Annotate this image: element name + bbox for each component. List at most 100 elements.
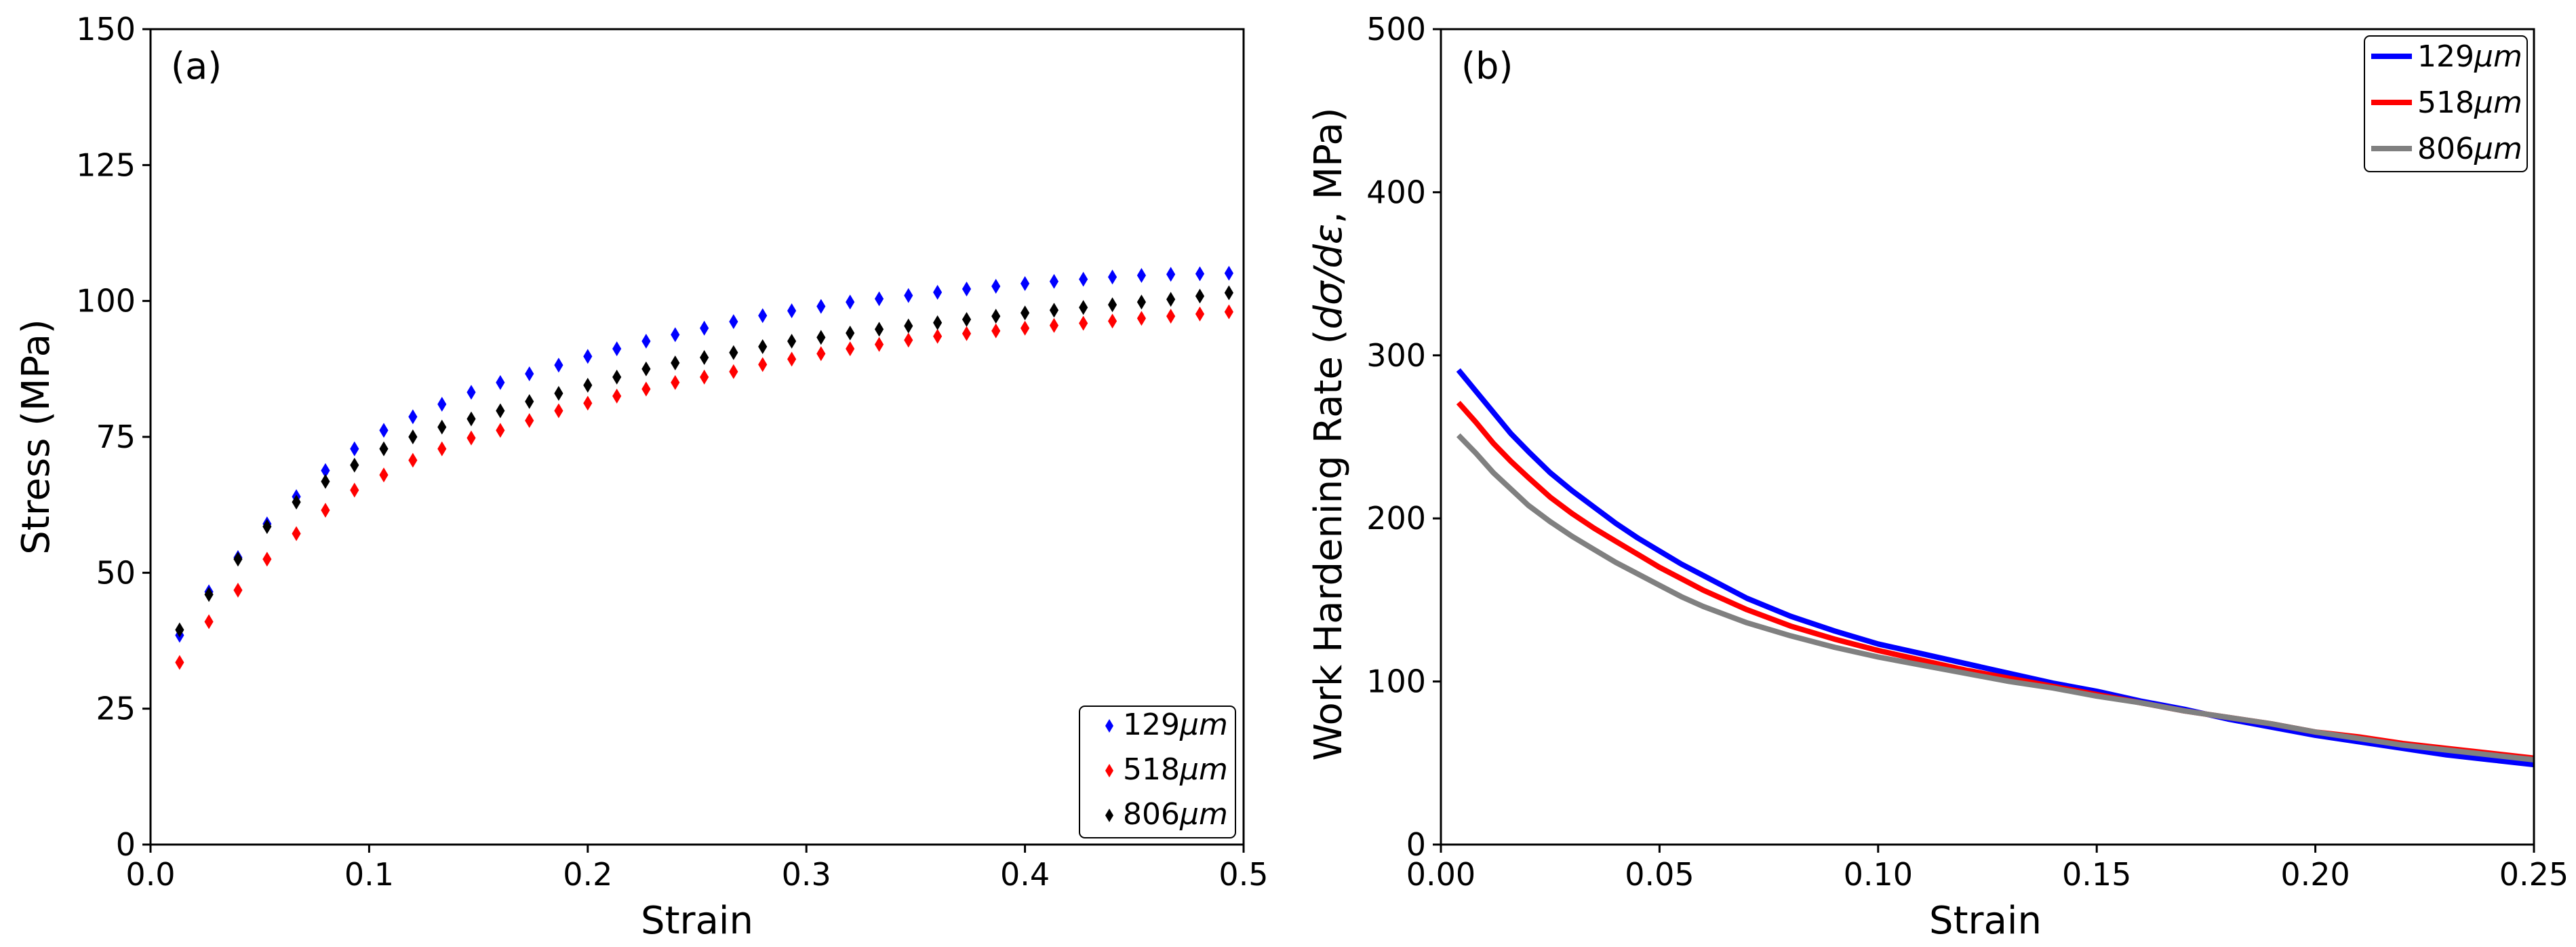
line-b-806 [1456, 433, 2535, 762]
point-a-806 [233, 552, 243, 567]
point-a-806 [787, 333, 797, 349]
point-a-518 [612, 388, 622, 404]
point-a-518 [933, 328, 943, 344]
point-a-129 [991, 279, 1001, 294]
panel-b-x-tick-label: 0.00 [1406, 856, 1475, 893]
panel-b-legend: 129μm 518μm 806μm [2364, 35, 2528, 172]
panel-b-x-tick-label: 0.05 [1625, 856, 1694, 893]
legend-b-806-label: 806μm [2417, 132, 2522, 166]
point-a-518 [1049, 317, 1059, 333]
point-a-129 [1166, 267, 1176, 282]
point-a-806 [1049, 303, 1059, 318]
point-a-806 [904, 318, 913, 334]
point-a-806 [933, 315, 943, 330]
panel-a-y-tick-label: 125 [76, 147, 136, 183]
point-a-518 [262, 552, 272, 567]
point-a-518 [991, 323, 1001, 339]
legend-a-129-marker [1105, 719, 1113, 733]
point-a-518 [962, 326, 972, 341]
point-a-806 [1107, 297, 1117, 313]
point-a-806 [583, 377, 593, 393]
point-a-129 [379, 423, 389, 438]
point-a-129 [816, 298, 826, 314]
point-a-518 [204, 614, 214, 630]
panel-b: 0.00 0.05 0.10 0.15 0.20 0.25 0 100 200 300 400 500… [1307, 11, 2569, 943]
panel-b-legend-box [2364, 35, 2528, 172]
legend-a-129-label: 129μm [1123, 708, 1228, 742]
point-a-806 [467, 411, 476, 427]
point-a-518 [233, 583, 243, 598]
point-a-806 [816, 330, 826, 345]
point-a-806 [204, 587, 214, 602]
point-a-518 [525, 412, 534, 428]
point-a-806 [874, 322, 884, 337]
point-a-518 [437, 441, 447, 457]
panel-a-x-tick-label: 0.4 [1000, 856, 1050, 893]
point-a-129 [846, 294, 855, 310]
point-a-806 [729, 345, 738, 360]
panel-b-frame [1440, 28, 2535, 846]
point-a-518 [1079, 315, 1088, 331]
panel-a-legend-box [1079, 706, 1236, 838]
point-a-806 [991, 309, 1001, 324]
panel-a-label: (a) [171, 45, 222, 88]
point-a-518 [758, 357, 768, 372]
panel-b-label: (b) [1461, 45, 1513, 88]
point-a-129 [671, 327, 680, 343]
point-a-129 [408, 409, 418, 425]
point-a-806 [758, 339, 768, 354]
point-a-129 [554, 357, 563, 373]
point-a-129 [1021, 276, 1030, 291]
point-a-129 [1107, 269, 1117, 285]
point-a-806 [554, 385, 563, 401]
panel-a-y-axis-title: Stress (MPa) [14, 319, 58, 554]
panel-a: 0.0 0.1 0.2 0.3 0.4 0.5 0 25 50 75 100 125 150 (a) S… [14, 11, 1269, 943]
point-a-129 [1049, 273, 1059, 289]
point-a-518 [496, 423, 505, 438]
point-a-518 [350, 482, 359, 498]
point-a-129 [525, 366, 534, 382]
point-a-806 [671, 355, 680, 370]
legend-a-806-label: 806μm [1123, 797, 1228, 832]
point-a-518 [554, 403, 563, 419]
panel-b-y-tick-label: 400 [1366, 174, 1426, 210]
legend-a-518-marker [1105, 764, 1113, 777]
point-a-806 [1224, 285, 1233, 301]
panel-b-x-tick-label: 0.20 [2280, 856, 2350, 893]
panel-a-x-tick-label: 0.0 [125, 856, 175, 893]
point-a-129 [1079, 271, 1088, 287]
panel-b-x-tick-label: 0.25 [2499, 856, 2569, 893]
panel-b-y-tick-label: 100 [1366, 663, 1426, 700]
point-a-806 [292, 495, 301, 510]
point-a-129 [758, 308, 768, 324]
panel-b-y-axis-title: Work Hardening Rate (dσ/dε, MPa) [1307, 107, 1351, 760]
point-a-518 [1136, 311, 1147, 326]
point-a-806 [700, 350, 709, 365]
point-a-806 [262, 519, 272, 535]
point-a-129 [1136, 268, 1147, 283]
panel-a-ticks: 0.0 0.1 0.2 0.3 0.4 0.5 0 25 50 75 100 125 150 [76, 11, 1268, 893]
panel-a-y-tick-label: 0 [116, 826, 136, 863]
point-a-806 [437, 419, 447, 435]
point-a-129 [467, 385, 476, 400]
panel-b-x-axis-title: Strain [1929, 899, 2042, 943]
point-a-129 [496, 374, 505, 390]
point-a-806 [175, 622, 184, 638]
point-a-518 [1166, 309, 1176, 324]
point-a-518 [671, 374, 680, 390]
point-a-518 [846, 341, 855, 357]
point-a-806 [612, 369, 622, 385]
point-a-806 [379, 441, 389, 457]
point-a-129 [787, 303, 797, 319]
point-a-518 [874, 336, 884, 352]
point-a-518 [904, 332, 913, 348]
point-a-806 [1195, 288, 1205, 304]
point-a-129 [1224, 265, 1233, 281]
panel-a-x-tick-label: 0.1 [344, 856, 394, 893]
panel-b-y-tick-label: 300 [1366, 337, 1426, 374]
panel-b-x-tick-label: 0.10 [1844, 856, 1913, 893]
point-a-129 [583, 349, 593, 364]
point-a-518 [641, 381, 651, 397]
panel-a-x-tick-label: 0.3 [782, 856, 831, 893]
